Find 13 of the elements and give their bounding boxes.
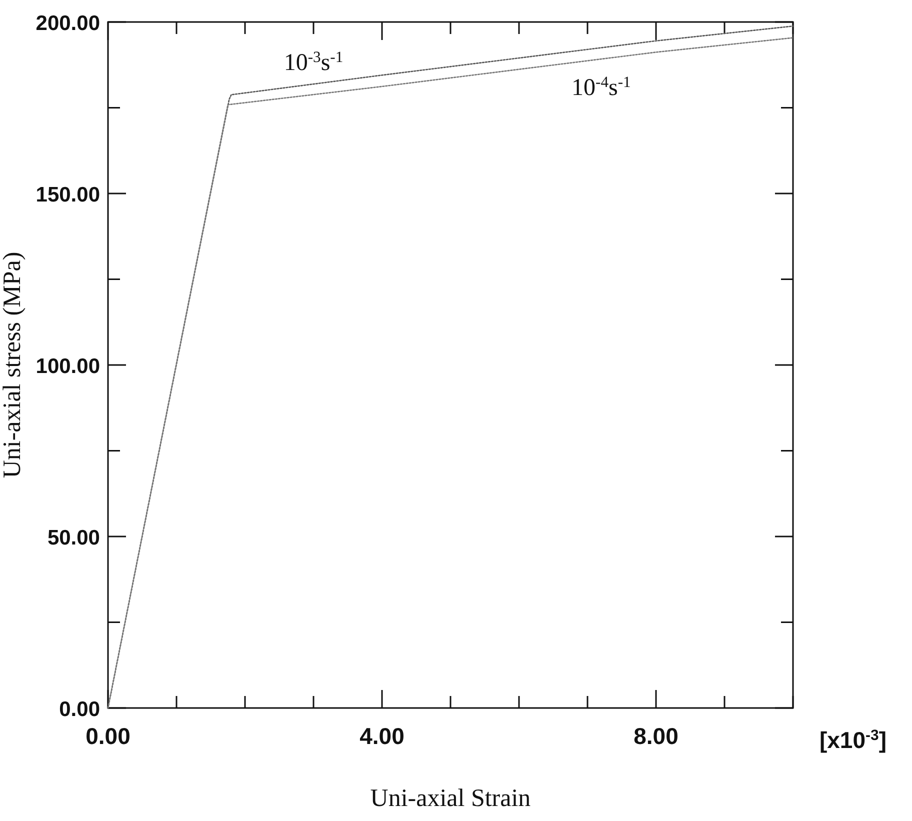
y-tick-label: 150.00	[36, 184, 100, 206]
y-axis-title: Uni-axial stress (MPa)	[0, 252, 26, 478]
text: [x10$^{-3}$]	[819, 726, 887, 753]
x-axis-title: Uni-axial Strain	[370, 785, 532, 812]
y-tick-label: 50.00	[47, 526, 100, 550]
x-tick-label: 4.00	[360, 723, 404, 749]
series-label: 10$^{-4}$s$^{-1}$	[572, 74, 631, 102]
y-tick-label: 0.00	[59, 698, 100, 721]
series-label: 10$^{-3}$s$^{-1}$	[284, 48, 344, 76]
x-tick-label: 8.00	[634, 723, 678, 749]
y-tick-label: 200.00	[36, 12, 100, 35]
x-tick-label: 0.00	[86, 723, 130, 749]
y-tick-label: 100.00	[36, 355, 100, 378]
